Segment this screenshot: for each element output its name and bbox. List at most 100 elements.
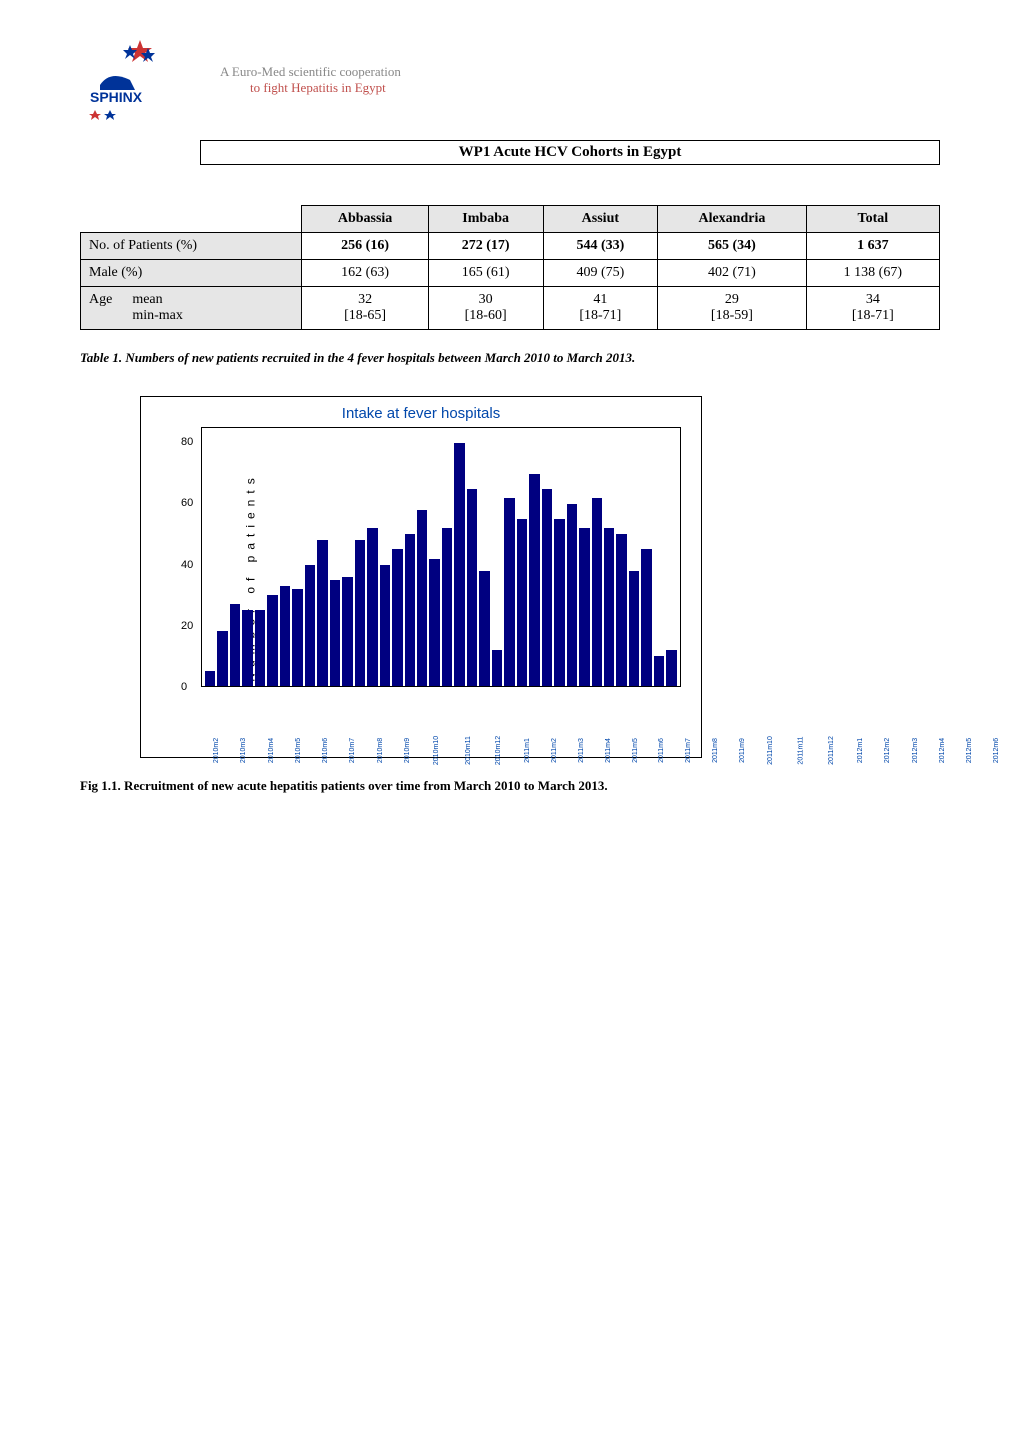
plot-area xyxy=(201,427,681,687)
table-row: Agemeanmin-max32[18-65]30[18-60]41[18-71… xyxy=(81,287,940,330)
patients-table: AbbassiaImbabaAssiutAlexandriaTotal No. … xyxy=(80,205,940,330)
chart-bar xyxy=(654,656,664,686)
chart-bar xyxy=(542,489,552,686)
y-axis-tick: 40 xyxy=(181,559,193,571)
x-axis-label: 2010m3 xyxy=(240,738,247,763)
x-axis-label: 2010m4 xyxy=(268,738,275,763)
chart-bar xyxy=(467,489,477,686)
table-cell: 29[18-59] xyxy=(658,287,806,330)
table-col-header: Alexandria xyxy=(658,206,806,233)
chart-bar xyxy=(330,580,340,686)
x-axis-label: 2012m5 xyxy=(966,738,973,763)
chart-bar xyxy=(479,571,489,686)
x-axis-label: 2011m11 xyxy=(798,736,805,764)
x-axis-label: 2012m2 xyxy=(884,738,891,763)
chart-bar xyxy=(392,549,402,686)
table-cell: 256 (16) xyxy=(302,233,428,260)
sphinx-logo: SPHINX xyxy=(80,40,200,120)
chart-bar xyxy=(342,577,352,686)
chart-bar xyxy=(492,650,502,686)
x-axis-label: 2010m7 xyxy=(350,738,357,763)
chart-bar xyxy=(417,510,427,686)
chart-bar xyxy=(380,565,390,686)
tagline-line2: to fight Hepatitis in Egypt xyxy=(250,80,401,96)
x-axis-label: 2011m7 xyxy=(685,738,692,763)
x-axis-label: 2010m12 xyxy=(495,736,502,765)
table-row: Male (%)162 (63)165 (61)409 (75)402 (71)… xyxy=(81,260,940,287)
tagline-line1: A Euro-Med scientific cooperation xyxy=(220,64,401,80)
chart-bar xyxy=(205,671,215,686)
intake-chart: Intake at fever hospitals Number of pati… xyxy=(140,396,702,758)
table-col-header xyxy=(81,206,302,233)
table-caption: Table 1. Numbers of new patients recruit… xyxy=(80,350,940,366)
table-cell: 565 (34) xyxy=(658,233,806,260)
table-cell: 30[18-60] xyxy=(428,287,543,330)
chart-bar xyxy=(217,631,227,686)
table-cell: 32[18-65] xyxy=(302,287,428,330)
table-cell: 162 (63) xyxy=(302,260,428,287)
chart-bar xyxy=(355,540,365,686)
x-axis-label: 2011m2 xyxy=(551,738,558,763)
figure-caption: Fig 1.1. Recruitment of new acute hepati… xyxy=(80,778,940,794)
x-axis-label: 2011m9 xyxy=(739,738,746,763)
x-axis-label: 2010m10 xyxy=(433,736,440,765)
table-cell: 1 637 xyxy=(806,233,939,260)
chart-bar xyxy=(666,650,676,686)
chart-bar xyxy=(579,528,589,686)
table-col-header: Total xyxy=(806,206,939,233)
chart-bar xyxy=(616,534,626,686)
table-cell: 272 (17) xyxy=(428,233,543,260)
chart-bar xyxy=(405,534,415,686)
chart-bar xyxy=(242,610,252,686)
x-axis-label: 2010m9 xyxy=(404,738,411,763)
chart-bar xyxy=(292,589,302,686)
chart-bar xyxy=(604,528,614,686)
chart-bar xyxy=(554,519,564,686)
x-axis-label: 2010m2 xyxy=(213,738,220,763)
chart-bar xyxy=(317,540,327,686)
tagline: A Euro-Med scientific cooperation to fig… xyxy=(220,64,401,96)
chart-bar xyxy=(280,586,290,686)
y-axis-tick: 0 xyxy=(181,681,187,693)
chart-bar xyxy=(230,604,240,686)
x-axis-label: 2012m6 xyxy=(994,738,1001,763)
table-cell: 34[18-71] xyxy=(806,287,939,330)
chart-bar xyxy=(429,559,439,686)
chart-bar xyxy=(267,595,277,686)
chart-title: Intake at fever hospitals xyxy=(141,405,701,422)
table-col-header: Assiut xyxy=(543,206,658,233)
page-title: WP1 Acute HCV Cohorts in Egypt xyxy=(200,140,940,165)
table-cell: 1 138 (67) xyxy=(806,260,939,287)
y-axis-tick: 20 xyxy=(181,620,193,632)
chart-bar xyxy=(592,498,602,686)
x-axis-label: 2010m8 xyxy=(377,738,384,763)
x-axis-label: 2011m8 xyxy=(712,738,719,763)
table-row: No. of Patients (%)256 (16)272 (17)544 (… xyxy=(81,233,940,260)
x-axis-label: 2011m12 xyxy=(828,736,835,765)
chart-bar xyxy=(641,549,651,686)
table-cell: 402 (71) xyxy=(658,260,806,287)
chart-bar xyxy=(629,571,639,686)
table-cell: 165 (61) xyxy=(428,260,543,287)
x-axis-label: 2010m6 xyxy=(322,738,329,763)
chart-bar xyxy=(305,565,315,686)
table-cell: 409 (75) xyxy=(543,260,658,287)
chart-bar xyxy=(567,504,577,686)
x-axis-label: 2011m3 xyxy=(578,738,585,763)
x-axis-label: 2011m4 xyxy=(605,738,612,763)
row-label: Agemeanmin-max xyxy=(81,287,302,330)
chart-bar xyxy=(255,610,265,686)
y-axis-tick: 60 xyxy=(181,497,193,509)
x-axis-label: 2011m6 xyxy=(658,738,665,763)
table-cell: 41[18-71] xyxy=(543,287,658,330)
chart-bar xyxy=(454,443,464,686)
x-axis-label: 2010m5 xyxy=(295,738,302,763)
row-label: Male (%) xyxy=(81,260,302,287)
chart-bar xyxy=(517,519,527,686)
x-axis-label: 2012m4 xyxy=(939,738,946,763)
x-axis-label: 2011m10 xyxy=(767,736,774,765)
x-axis-label: 2012m1 xyxy=(857,738,864,763)
row-label: No. of Patients (%) xyxy=(81,233,302,260)
header: SPHINX A Euro-Med scientific cooperation… xyxy=(80,40,940,120)
table-col-header: Abbassia xyxy=(302,206,428,233)
